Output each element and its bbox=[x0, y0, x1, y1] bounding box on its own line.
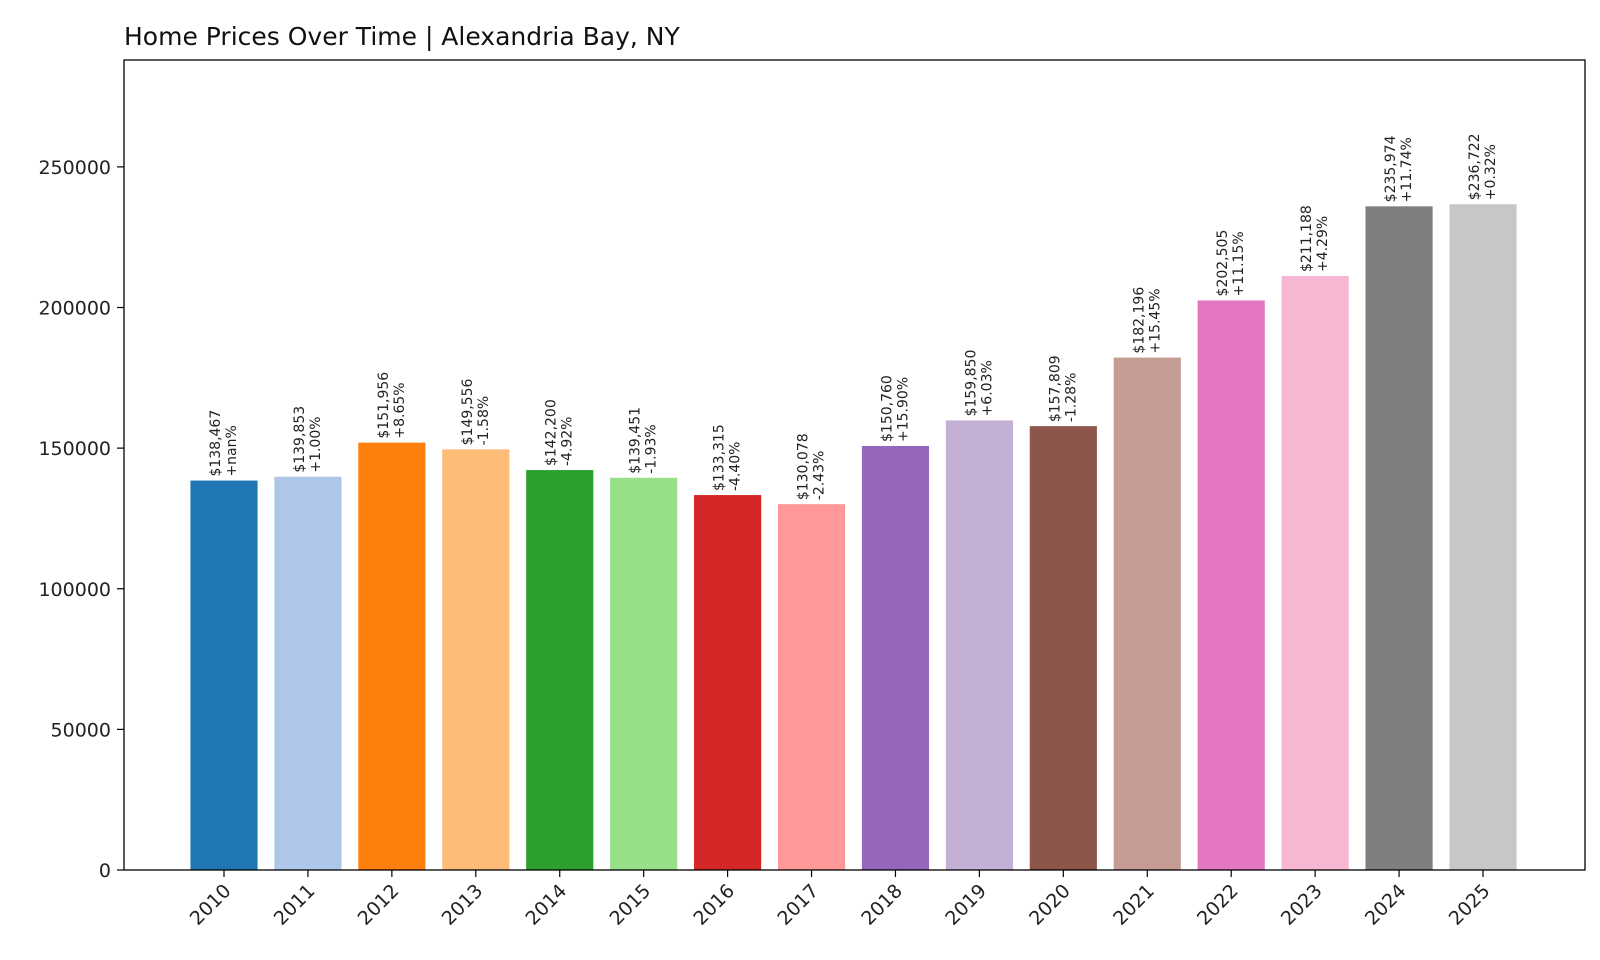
bar-price-label: $202,505 bbox=[1215, 230, 1231, 297]
chart-title: Home Prices Over Time | Alexandria Bay, … bbox=[124, 22, 680, 51]
bar-change-label: +6.03% bbox=[979, 360, 995, 416]
bar-2010 bbox=[190, 480, 258, 870]
bar-price-label: $182,196 bbox=[1131, 287, 1147, 354]
x-axis: 2010 2011 2012 2013 2014 2015 2016 2017 2018 2019… bbox=[186, 870, 1495, 930]
bar-2013 bbox=[442, 449, 510, 870]
x-tick-label-2016: 2016 bbox=[689, 880, 739, 930]
bar-2020 bbox=[1029, 426, 1097, 870]
x-tick-label-2015: 2015 bbox=[605, 880, 655, 930]
bar-value-label-2017: $130,078-2.43% bbox=[796, 433, 828, 500]
bar-2014 bbox=[526, 470, 594, 870]
bar-2019 bbox=[945, 420, 1013, 870]
y-tick-label: 0 bbox=[99, 860, 111, 882]
x-tick-label-2024: 2024 bbox=[1361, 880, 1411, 930]
bar-value-label-2018: $150,760+15.90% bbox=[879, 375, 911, 442]
x-tick-label-2011: 2011 bbox=[270, 880, 320, 930]
x-tick-label-2022: 2022 bbox=[1193, 880, 1243, 930]
y-tick-label: 200000 bbox=[38, 298, 111, 320]
bar-price-label: $139,853 bbox=[292, 406, 308, 473]
bar-2024 bbox=[1365, 206, 1433, 870]
x-tick-label-2025: 2025 bbox=[1445, 880, 1495, 930]
bar-price-label: $211,188 bbox=[1299, 205, 1315, 272]
bar-2012 bbox=[358, 442, 426, 870]
bar-change-label: +4.29% bbox=[1315, 216, 1331, 272]
x-tick-label-2012: 2012 bbox=[354, 880, 404, 930]
bar-change-label: +1.00% bbox=[308, 416, 324, 472]
bar-price-label: $139,451 bbox=[628, 407, 644, 474]
bar-value-label-2024: $235,974+11.74% bbox=[1383, 135, 1415, 202]
bar-2017 bbox=[777, 504, 846, 870]
x-tick-label-2020: 2020 bbox=[1025, 880, 1075, 930]
bar-2022 bbox=[1197, 300, 1265, 870]
bar-change-label: +15.45% bbox=[1147, 288, 1163, 353]
bar-value-label-2019: $159,850+6.03% bbox=[963, 350, 995, 417]
x-tick-label-2014: 2014 bbox=[522, 880, 572, 930]
bar-value-label-2013: $149,556-1.58% bbox=[460, 378, 492, 445]
bar-price-label: $235,974 bbox=[1383, 135, 1399, 202]
bar-change-label: +0.32% bbox=[1483, 144, 1499, 200]
bar-value-label-2014: $142,200-4.92% bbox=[544, 399, 576, 466]
y-tick-label: 150000 bbox=[38, 438, 111, 460]
y-tick-label: 50000 bbox=[51, 719, 111, 741]
bar-change-label: +11.74% bbox=[1399, 137, 1415, 202]
bar-price-label: $149,556 bbox=[460, 378, 476, 445]
bar-value-label-2012: $151,956+8.65% bbox=[376, 372, 408, 439]
x-tick-label-2018: 2018 bbox=[857, 880, 907, 930]
bar-price-label: $150,760 bbox=[879, 375, 895, 442]
bar-2011 bbox=[274, 476, 342, 870]
bar-value-label-2022: $202,505+11.15% bbox=[1215, 230, 1247, 297]
bar-change-label: +8.65% bbox=[392, 382, 408, 438]
x-tick-label-2019: 2019 bbox=[941, 880, 991, 930]
bar-change-label: -2.43% bbox=[812, 451, 828, 501]
bar-value-label-2023: $211,188+4.29% bbox=[1299, 205, 1331, 272]
x-tick-label-2023: 2023 bbox=[1277, 880, 1327, 930]
bar-change-label: -1.58% bbox=[476, 396, 492, 446]
y-tick-label: 250000 bbox=[38, 157, 111, 179]
bar-value-label-2015: $139,451-1.93% bbox=[628, 407, 660, 474]
bar-change-label: -4.92% bbox=[560, 417, 576, 467]
bar-2023 bbox=[1281, 276, 1349, 870]
x-tick-label-2010: 2010 bbox=[186, 880, 236, 930]
bar-2015 bbox=[610, 477, 678, 870]
bar-price-label: $151,956 bbox=[376, 372, 392, 439]
x-tick-label-2017: 2017 bbox=[773, 880, 823, 930]
bar-2025 bbox=[1449, 204, 1517, 871]
bar-2018 bbox=[861, 445, 930, 870]
bar-value-label-2011: $139,853+1.00% bbox=[292, 406, 324, 473]
plot-area: $138,467+nan% $139,853+1.00% $151,956+8.65… bbox=[123, 59, 1586, 871]
bar-price-label: $236,722 bbox=[1467, 133, 1483, 200]
bar-change-label: -1.93% bbox=[644, 424, 660, 474]
bar-2021 bbox=[1113, 357, 1181, 870]
y-axis: 0 50000 100000 150000 200000 250000 bbox=[38, 157, 124, 882]
bar-price-label: $159,850 bbox=[963, 350, 979, 417]
bar-value-label-2010: $138,467+nan% bbox=[208, 410, 240, 477]
bar-change-label: +nan% bbox=[224, 425, 240, 476]
bar-price-label: $142,200 bbox=[544, 399, 560, 466]
bar-value-label-2020: $157,809-1.28% bbox=[1047, 355, 1079, 422]
bar-value-label-2025: $236,722+0.32% bbox=[1467, 133, 1499, 200]
bar-price-label: $133,315 bbox=[712, 424, 728, 491]
bar-2016 bbox=[694, 495, 762, 870]
y-tick-label: 100000 bbox=[38, 579, 111, 601]
bar-price-label: $157,809 bbox=[1047, 355, 1063, 422]
bar-change-label: +15.90% bbox=[895, 377, 911, 442]
bar-price-label: $130,078 bbox=[796, 433, 812, 500]
bar-value-label-2021: $182,196+15.45% bbox=[1131, 287, 1163, 354]
bar-change-label: +11.15% bbox=[1231, 231, 1247, 296]
plot-frame bbox=[123, 59, 1586, 871]
bar-change-label: -1.28% bbox=[1063, 373, 1079, 423]
bar-labels-group: $138,467+nan% $139,853+1.00% $151,956+8.65… bbox=[208, 133, 1499, 500]
x-tick-label-2021: 2021 bbox=[1109, 880, 1159, 930]
bar-value-label-2016: $133,315-4.40% bbox=[712, 424, 744, 491]
x-tick-label-2013: 2013 bbox=[438, 880, 488, 930]
bars-group bbox=[190, 204, 1517, 871]
bar-price-label: $138,467 bbox=[208, 410, 224, 477]
bar-change-label: -4.40% bbox=[728, 442, 744, 492]
